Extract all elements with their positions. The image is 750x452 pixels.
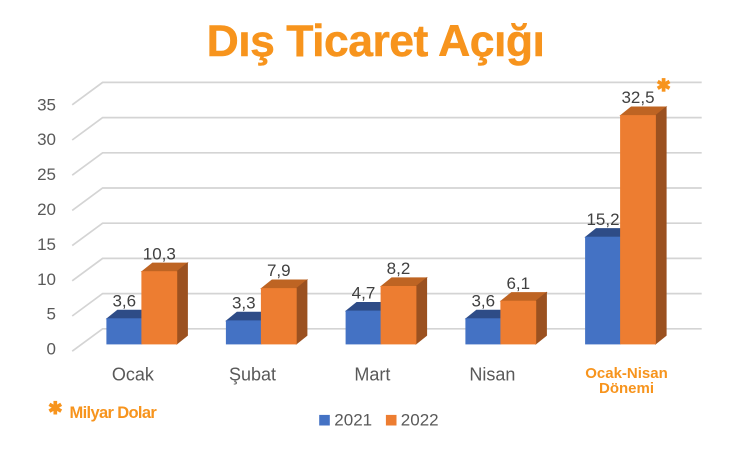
- svg-text:Milyar Dolar: Milyar Dolar: [70, 404, 158, 422]
- svg-text:10,3: 10,3: [143, 244, 176, 263]
- svg-text:10: 10: [37, 270, 56, 289]
- svg-text:4,7: 4,7: [352, 284, 376, 303]
- svg-text:Dış Ticaret Açığı: Dış Ticaret Açığı: [207, 17, 545, 66]
- svg-text:15: 15: [37, 235, 56, 254]
- svg-text:Dönemi: Dönemi: [599, 380, 654, 397]
- svg-text:Nisan: Nisan: [469, 365, 515, 385]
- svg-text:35: 35: [37, 95, 56, 114]
- svg-text:2022: 2022: [401, 411, 439, 430]
- svg-text:2021: 2021: [334, 411, 372, 430]
- svg-text:Mart: Mart: [354, 365, 390, 385]
- svg-text:30: 30: [37, 130, 56, 149]
- svg-text:25: 25: [37, 165, 56, 184]
- svg-text:32,5: 32,5: [621, 88, 654, 107]
- svg-text:3,6: 3,6: [471, 291, 495, 310]
- svg-text:Şubat: Şubat: [229, 365, 276, 385]
- svg-text:6,1: 6,1: [506, 274, 530, 293]
- svg-text:8,2: 8,2: [387, 259, 411, 278]
- svg-text:0: 0: [47, 340, 56, 359]
- svg-text:3,6: 3,6: [112, 291, 136, 310]
- svg-text:5: 5: [47, 305, 56, 324]
- svg-text:20: 20: [37, 200, 56, 219]
- svg-text:7,9: 7,9: [267, 261, 291, 280]
- svg-text:3,3: 3,3: [232, 294, 256, 313]
- svg-text:Ocak: Ocak: [112, 365, 155, 385]
- svg-text:Ocak-Nisan: Ocak-Nisan: [585, 365, 668, 382]
- svg-text:15,2: 15,2: [586, 210, 619, 229]
